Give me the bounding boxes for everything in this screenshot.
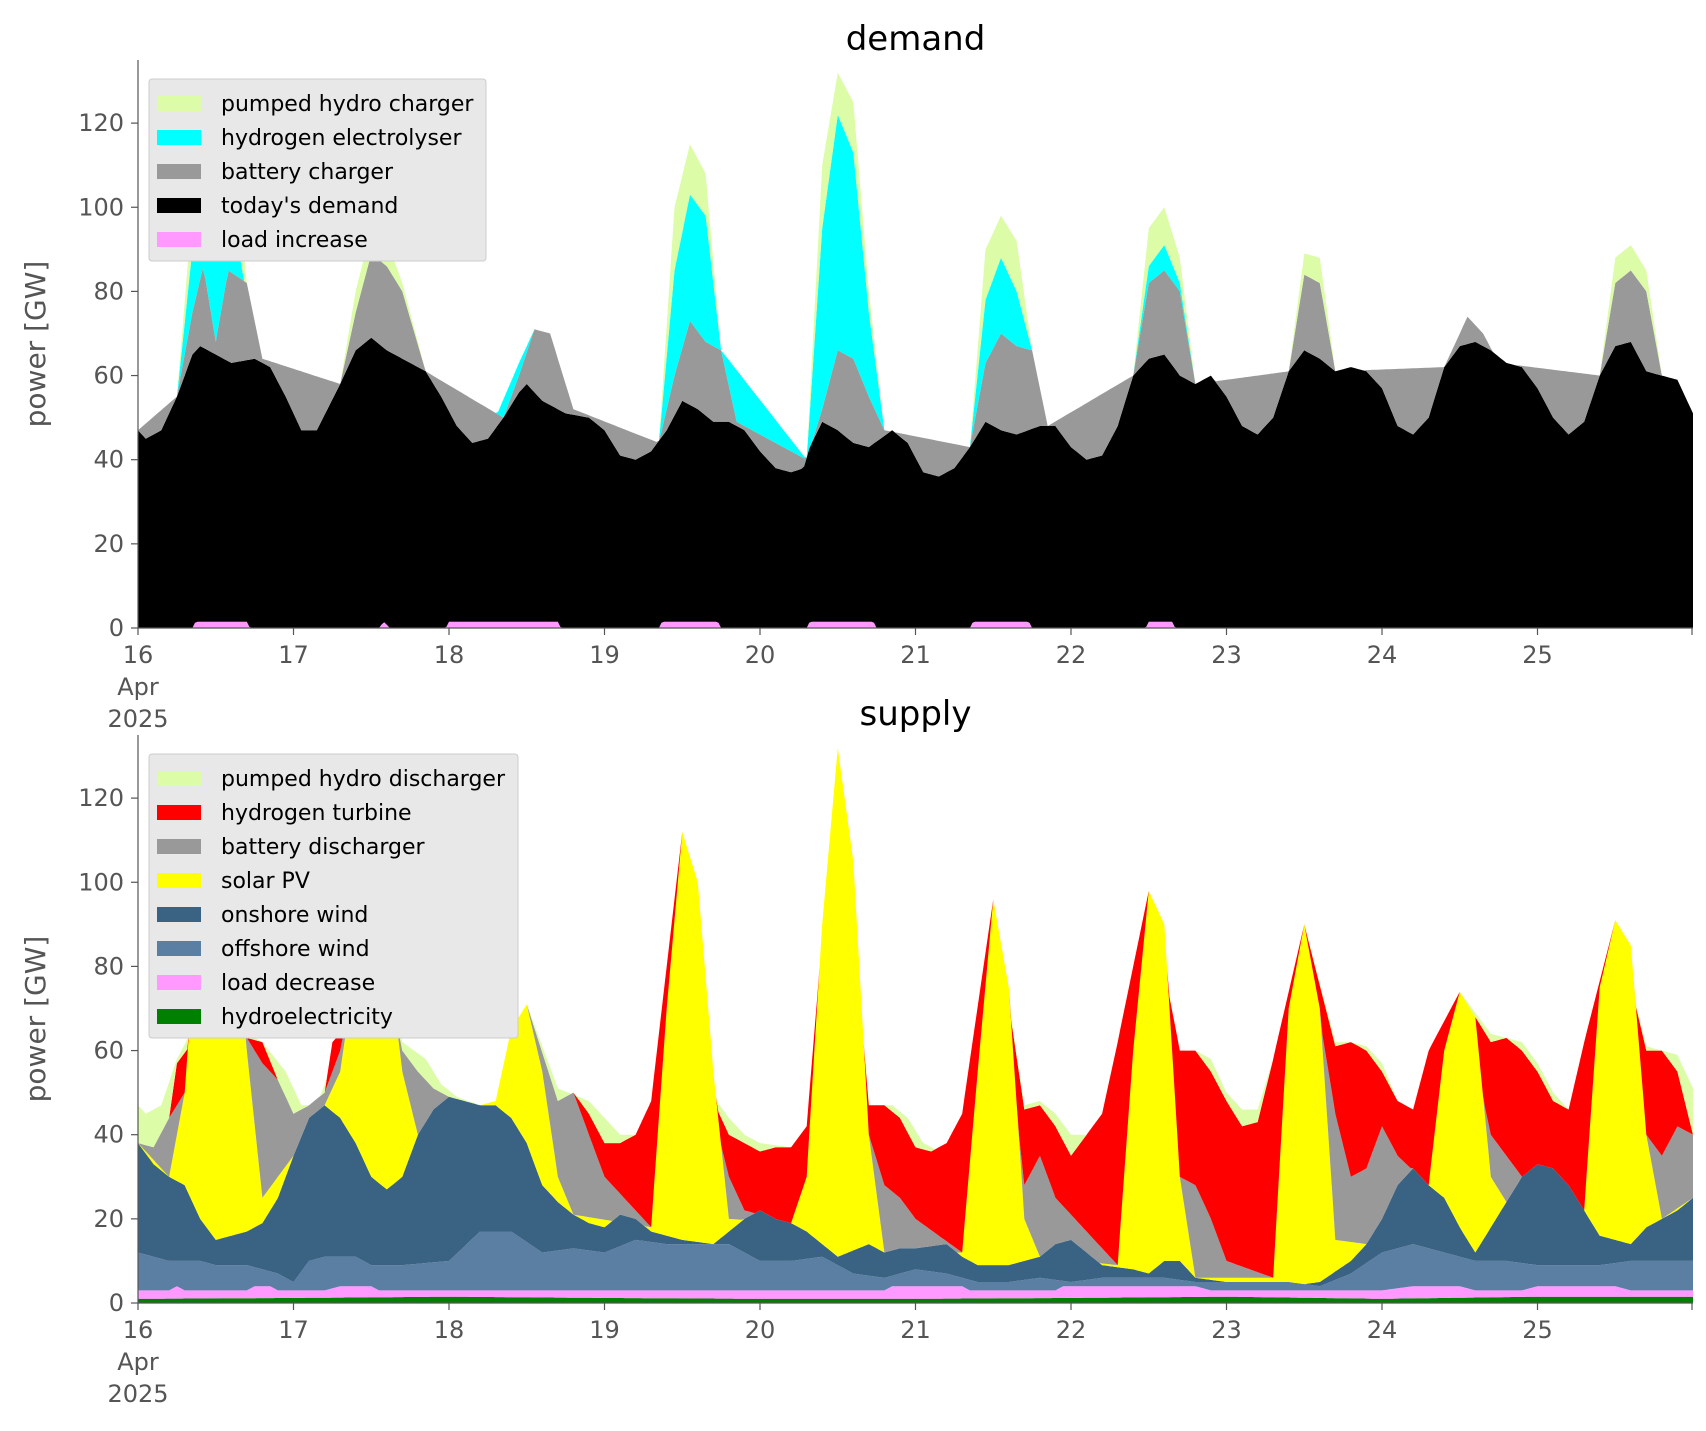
x-tick-label: 18 bbox=[434, 641, 465, 669]
legend-label: hydrogen electrolyser bbox=[221, 126, 462, 151]
y-axis-label: power [GW] bbox=[19, 936, 52, 1103]
x-tick-label: 22 bbox=[1056, 641, 1087, 669]
area-hydrogen-turbine bbox=[138, 747, 1693, 1278]
legend-swatch bbox=[157, 771, 201, 786]
x-tick-label: 16 bbox=[123, 641, 154, 669]
y-tick-label: 120 bbox=[78, 109, 124, 137]
x-tick-label: 21 bbox=[900, 1316, 931, 1344]
y-tick-label: 100 bbox=[78, 868, 124, 896]
x-tick-label: 16 bbox=[123, 1316, 154, 1344]
y-tick-label: 40 bbox=[93, 446, 124, 474]
legend-label: solar PV bbox=[221, 869, 310, 894]
chart-title: supply bbox=[860, 694, 972, 734]
legend-swatch bbox=[157, 873, 201, 888]
y-tick-label: 120 bbox=[78, 784, 124, 812]
legend-label: load increase bbox=[221, 228, 368, 253]
area-load-increase bbox=[138, 621, 1693, 628]
legend-swatch bbox=[157, 198, 201, 213]
legend-label: today's demand bbox=[221, 194, 398, 219]
area-hydroelectricity bbox=[138, 1296, 1693, 1303]
x-tick-label: 24 bbox=[1367, 1316, 1398, 1344]
area-onshore-wind bbox=[138, 1096, 1693, 1287]
x-tick-label: 24 bbox=[1367, 641, 1398, 669]
x-tick-label: 23 bbox=[1211, 1316, 1242, 1344]
legend-swatch bbox=[157, 975, 201, 990]
x-tick-label: 19 bbox=[589, 1316, 620, 1344]
x-tick-sublabel: Apr bbox=[117, 673, 159, 701]
y-tick-label: 60 bbox=[93, 362, 124, 390]
y-tick-label: 80 bbox=[93, 277, 124, 305]
x-tick-sublabel: Apr bbox=[117, 1348, 159, 1376]
x-tick-sublabel: 2025 bbox=[107, 1380, 168, 1408]
legend-box bbox=[148, 753, 519, 1039]
y-tick-label: 20 bbox=[93, 1205, 124, 1233]
legend-label: offshore wind bbox=[221, 937, 370, 962]
area-today-s-demand bbox=[138, 337, 1693, 628]
legend: pumped hydro discharger hydrogen turbine b… bbox=[148, 753, 519, 1039]
y-axis-label: power [GW] bbox=[19, 261, 52, 428]
y-tick-label: 0 bbox=[109, 614, 124, 642]
legend-swatch bbox=[157, 839, 201, 854]
legend-label: hydrogen turbine bbox=[221, 801, 412, 826]
legend-swatch bbox=[157, 232, 201, 247]
x-tick-label: 23 bbox=[1211, 641, 1242, 669]
x-tick-label: 25 bbox=[1522, 1316, 1553, 1344]
y-tick-label: 0 bbox=[109, 1289, 124, 1317]
y-tick-label: 60 bbox=[93, 1037, 124, 1065]
area-battery-charger bbox=[138, 253, 1693, 477]
x-tick-label: 17 bbox=[278, 1316, 309, 1344]
chart-supply: 0 20 40 60 80 100 120 16 Apr 2025 17 18 19 20 21 22 23 24… bbox=[19, 694, 1693, 1408]
x-tick-label: 19 bbox=[589, 641, 620, 669]
x-tick-label: 20 bbox=[745, 1316, 776, 1344]
legend-label: pumped hydro discharger bbox=[221, 767, 506, 792]
x-tick-label: 17 bbox=[278, 641, 309, 669]
chart-demand: 0 20 40 60 80 100 120 16 Apr 2025 17 18 19 20 21 22 23 24… bbox=[19, 19, 1693, 733]
y-tick-label: 20 bbox=[93, 530, 124, 558]
x-tick-label: 18 bbox=[434, 1316, 465, 1344]
area-solar-pv bbox=[138, 747, 1693, 1285]
chart-title: demand bbox=[846, 19, 986, 59]
legend-label: onshore wind bbox=[221, 903, 368, 928]
y-tick-label: 80 bbox=[93, 952, 124, 980]
y-tick-label: 40 bbox=[93, 1121, 124, 1149]
area-offshore-wind bbox=[138, 1231, 1693, 1291]
y-tick-label: 100 bbox=[78, 193, 124, 221]
legend-label: battery charger bbox=[221, 160, 394, 185]
legend-label: load decrease bbox=[221, 971, 375, 996]
x-tick-label: 20 bbox=[745, 641, 776, 669]
legend-swatch bbox=[157, 164, 201, 179]
legend-box bbox=[148, 78, 487, 262]
legend-label: battery discharger bbox=[221, 835, 426, 860]
x-tick-label: 25 bbox=[1522, 641, 1553, 669]
area-load-decrease bbox=[138, 1286, 1693, 1299]
legend-swatch bbox=[157, 130, 201, 145]
legend-swatch bbox=[157, 941, 201, 956]
legend-label: hydroelectricity bbox=[221, 1005, 393, 1030]
legend-label: pumped hydro charger bbox=[221, 92, 474, 117]
x-tick-sublabel: 2025 bbox=[107, 705, 168, 733]
x-tick-label: 22 bbox=[1056, 1316, 1087, 1344]
legend-swatch bbox=[157, 96, 201, 111]
legend-swatch bbox=[157, 805, 201, 820]
legend: pumped hydro charger hydrogen electrolyse… bbox=[148, 78, 487, 262]
legend-swatch bbox=[157, 907, 201, 922]
legend-swatch bbox=[157, 1009, 201, 1024]
x-tick-label: 21 bbox=[900, 641, 931, 669]
